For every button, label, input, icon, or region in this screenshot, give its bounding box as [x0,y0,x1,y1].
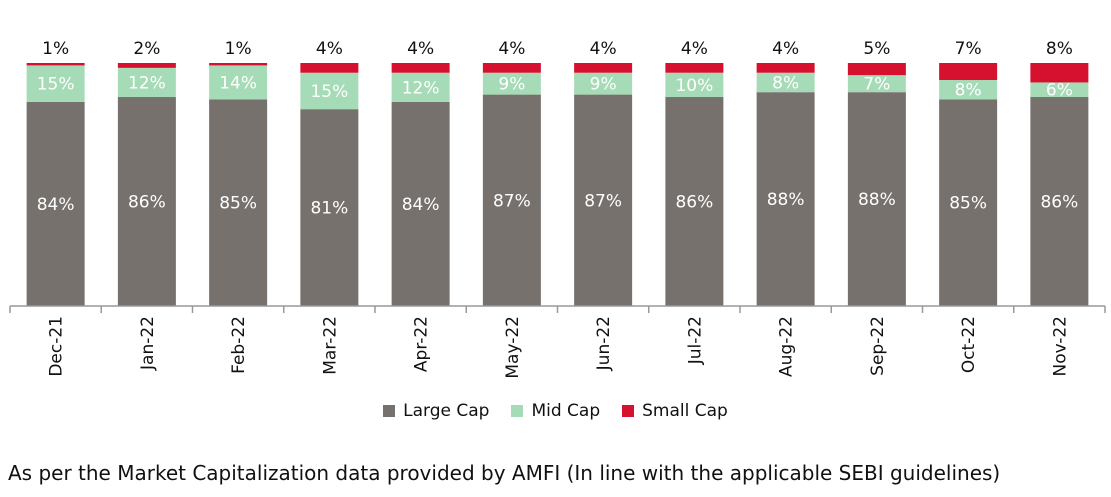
data-label-mid-cap: 8% [955,81,982,101]
bar-small-cap [939,63,998,81]
data-label-small-cap: 4% [772,39,799,59]
bar-large-cap [847,92,906,306]
data-label-small-cap: 1% [42,39,69,59]
footnote: As per the Market Capitalization data pr… [8,461,1001,485]
data-label-mid-cap: 14% [219,73,257,93]
x-tick-label: Aug-22 [777,316,797,377]
data-label-large-cap: 85% [949,194,987,214]
x-tick-label: Nov-22 [1050,316,1070,377]
bar-mid-cap [26,65,85,102]
x-tick-label: Dec-21 [47,316,67,377]
bar-large-cap [300,109,359,306]
x-tick-label: May-22 [503,316,523,379]
bar-small-cap [391,63,450,73]
bar-small-cap [209,63,268,66]
data-label-mid-cap: 12% [128,73,166,93]
data-label-large-cap: 87% [493,191,531,211]
stacked-bar-chart: 84% 15% 1% 86% 12% 2% 85% 14% 1% 81% 15% 4% 84% 12% 4%… [9,39,1106,379]
bar-small-cap [300,63,359,73]
bar-mid-cap [117,67,176,98]
data-label-large-cap: 85% [219,194,257,214]
data-label-small-cap: 4% [498,39,525,59]
data-label-large-cap: 86% [128,193,166,213]
bar-small-cap [574,63,633,73]
legend-label-mid-cap: Mid Cap [531,401,601,421]
bar-mid-cap [1030,82,1089,98]
data-label-small-cap: 8% [1046,39,1073,59]
legend-label-small-cap: Small Cap [642,401,728,421]
data-label-large-cap: 88% [858,190,896,210]
bar-mid-cap [300,72,359,110]
bar-large-cap [117,97,176,307]
data-label-small-cap: 4% [681,39,708,59]
bar-large-cap [482,94,541,306]
data-label-large-cap: 81% [310,199,348,219]
data-label-small-cap: 7% [955,39,982,59]
legend-swatch-large-cap [383,405,396,417]
bar-large-cap [756,92,815,306]
data-label-mid-cap: 6% [1046,81,1073,101]
bar-mid-cap [756,72,815,93]
bar-small-cap [756,63,815,73]
x-tick-label: Apr-22 [412,316,432,372]
data-label-large-cap: 86% [675,193,713,213]
x-tick-label: Jul-22 [685,316,705,365]
bar-small-cap [117,63,176,68]
data-label-large-cap: 88% [767,190,805,210]
data-label-large-cap: 84% [37,195,75,215]
legend-swatch-mid-cap [511,405,524,417]
data-label-mid-cap: 9% [590,75,617,95]
bar-mid-cap [574,72,633,95]
data-label-mid-cap: 7% [863,75,890,95]
bar-large-cap [26,101,85,306]
bar-large-cap [391,101,450,306]
legend-item-small-cap: Small Cap [622,401,728,421]
data-label-small-cap: 4% [590,39,617,59]
x-tick-label: Mar-22 [320,316,340,375]
bar-small-cap [665,63,724,73]
bar-mid-cap [391,72,450,102]
bar-large-cap [1030,97,1089,307]
bar-large-cap [665,97,724,307]
legend-label-large-cap: Large Cap [403,401,490,421]
bar-small-cap [1030,63,1089,83]
data-label-mid-cap: 15% [37,75,75,95]
data-label-mid-cap: 12% [402,78,440,98]
x-tick-label: Jun-22 [594,316,614,371]
data-label-small-cap: 5% [863,39,890,59]
data-label-mid-cap: 8% [772,73,799,93]
legend-item-mid-cap: Mid Cap [511,401,600,421]
legend: Large Cap Mid Cap Small Cap [0,401,1111,421]
bar-large-cap [574,94,633,306]
bar-large-cap [209,99,268,306]
bar-small-cap [26,63,85,66]
bar-large-cap [939,99,998,306]
legend-swatch-small-cap [622,405,635,417]
x-tick-label: Sep-22 [868,316,888,376]
bars-group [26,63,1089,307]
data-label-large-cap: 86% [1040,193,1078,213]
data-label-mid-cap: 9% [498,75,525,95]
data-label-small-cap: 2% [133,39,160,59]
data-label-mid-cap: 10% [675,76,713,96]
data-label-large-cap: 84% [402,195,440,215]
x-ticks-group: Dec-21 Jan-22 Feb-22 Mar-22 Apr-22 May-22 Jun-… [9,306,1106,379]
x-tick-label: Jan-22 [138,316,158,371]
data-label-small-cap: 4% [316,39,343,59]
bar-mid-cap [847,75,906,93]
bar-small-cap [847,63,906,76]
data-label-small-cap: 4% [407,39,434,59]
data-label-large-cap: 87% [584,191,622,211]
x-tick-label: Oct-22 [959,316,979,373]
data-labels-group: 84% 15% 1% 86% 12% 2% 85% 14% 1% 81% 15% 4% 84% 12% 4%… [37,39,1079,219]
bar-small-cap [482,63,541,73]
legend-item-large-cap: Large Cap [383,401,489,421]
bar-mid-cap [939,80,998,100]
data-label-mid-cap: 15% [310,82,348,102]
x-tick-label: Feb-22 [229,316,249,374]
bar-mid-cap [665,72,724,98]
bar-mid-cap [209,65,268,100]
bar-mid-cap [482,72,541,95]
data-label-small-cap: 1% [225,39,252,59]
